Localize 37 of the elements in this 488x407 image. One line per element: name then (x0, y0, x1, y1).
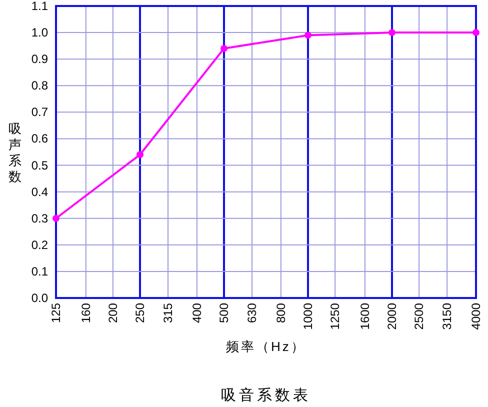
text: 吸音系数表 (221, 387, 311, 404)
point (220, 44, 228, 52)
x-tick-label: 1250 (328, 302, 342, 330)
y-tick-label: 1.0 (31, 26, 48, 40)
x-axis-title: 频率（Hz） (226, 339, 306, 354)
point (388, 29, 396, 36)
y-tick-label: 0.4 (31, 184, 48, 199)
x-tick-label: 800 (274, 302, 288, 324)
x-tick-label: 315 (161, 302, 176, 324)
y-tick-label: 0.6 (31, 132, 48, 146)
y-tick-label: 0.8 (31, 78, 48, 93)
x-tick-label: 125 (49, 302, 63, 324)
y-tick-label: 0.2 (31, 238, 48, 252)
x-tick-label: 160 (78, 302, 93, 324)
y-tick-label: 1.1 (31, 0, 48, 13)
x-tick-label: 250 (133, 302, 147, 324)
point (52, 214, 60, 222)
y-tick-label: 0.0 (31, 291, 48, 305)
x-tick-label: 3150 (440, 302, 454, 330)
x-tick-label: 1600 (358, 302, 372, 330)
x-tick-label: 630 (245, 302, 260, 324)
y-tick-label: 0.5 (31, 158, 48, 172)
x-tick-label: 2500 (412, 302, 426, 330)
y-axis-title: 吸声系数 (8, 121, 22, 184)
y-tick-label: 0.7 (31, 105, 48, 120)
x-tick-label: 400 (190, 302, 204, 324)
point (472, 29, 480, 36)
x-tick-label: 4000 (469, 302, 483, 330)
x-tick-label: 2000 (385, 302, 399, 330)
y-tick-label: 0.9 (31, 52, 48, 66)
point (304, 32, 312, 39)
point (136, 151, 144, 158)
y-tick-label: 0.1 (31, 264, 48, 278)
y-tick-label: 0.3 (31, 211, 48, 226)
x-tick-label: 200 (106, 302, 120, 324)
x-tick-label: 1000 (301, 302, 315, 330)
x-tick-label: 500 (217, 302, 231, 324)
